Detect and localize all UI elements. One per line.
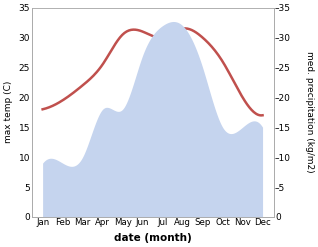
Y-axis label: max temp (C): max temp (C) bbox=[4, 81, 13, 144]
Y-axis label: med. precipitation (kg/m2): med. precipitation (kg/m2) bbox=[305, 51, 314, 173]
X-axis label: date (month): date (month) bbox=[114, 233, 191, 243]
